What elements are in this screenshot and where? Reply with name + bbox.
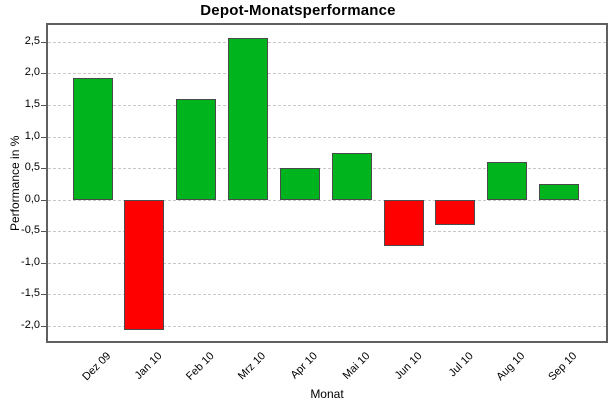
bar-mai-10 bbox=[331, 153, 372, 200]
y-tick-label: -2,0 bbox=[21, 318, 40, 331]
x-tick-label: Jul 10 bbox=[446, 350, 476, 380]
chart-title: Depot-Monatsperformance bbox=[200, 2, 396, 19]
x-tick-label: Mrz 10 bbox=[236, 350, 269, 383]
y-axis-tick bbox=[41, 325, 46, 327]
x-tick-label: Apr 10 bbox=[288, 350, 321, 382]
x-tick-label: Jan 10 bbox=[132, 350, 165, 382]
x-tick-label: Sep 10 bbox=[546, 350, 580, 384]
y-tick-label: 2,0 bbox=[24, 66, 40, 79]
bar-jul-10 bbox=[435, 199, 476, 225]
y-tick-label: -0,5 bbox=[21, 224, 40, 237]
x-tick-label: Aug 10 bbox=[494, 350, 528, 384]
y-tick-label: 1,0 bbox=[24, 129, 40, 142]
y-tick-label: -1,0 bbox=[21, 255, 40, 268]
y-axis-tick bbox=[41, 231, 46, 233]
bar-mrz-10 bbox=[228, 37, 269, 200]
gridline bbox=[48, 168, 606, 170]
gridline bbox=[48, 105, 606, 107]
x-axis-title: Monat bbox=[310, 387, 344, 401]
bar-dez-09 bbox=[72, 77, 113, 200]
x-tick-label: Jun 10 bbox=[392, 350, 425, 382]
gridline bbox=[48, 73, 606, 75]
y-axis-tick bbox=[41, 136, 46, 138]
y-axis-tick bbox=[41, 262, 46, 264]
y-axis-tick bbox=[41, 168, 46, 170]
gridline bbox=[48, 136, 606, 138]
gridline bbox=[48, 41, 606, 43]
x-tick-label: Mai 10 bbox=[340, 350, 373, 382]
bar-feb-10 bbox=[176, 99, 217, 200]
bar-jun-10 bbox=[383, 199, 424, 246]
gridline bbox=[48, 199, 606, 201]
y-axis-tick bbox=[41, 73, 46, 75]
y-tick-label: 2,5 bbox=[24, 34, 40, 47]
x-tick-label: Dez 09 bbox=[79, 350, 113, 384]
gridline bbox=[48, 262, 606, 264]
gridline bbox=[48, 231, 606, 233]
y-axis-tick bbox=[41, 105, 46, 107]
gridline bbox=[48, 294, 606, 296]
y-tick-label: 1,5 bbox=[24, 98, 40, 111]
bar-aug-10 bbox=[487, 161, 528, 200]
y-axis-tick bbox=[41, 199, 46, 201]
y-tick-label: 0,0 bbox=[24, 192, 40, 205]
gridline bbox=[48, 325, 606, 327]
y-tick-label: 0,5 bbox=[24, 161, 40, 174]
bar-sep-10 bbox=[539, 183, 580, 200]
y-axis-tick bbox=[41, 294, 46, 296]
bar-apr-10 bbox=[279, 168, 320, 200]
y-axis-tick bbox=[41, 41, 46, 43]
bar-jan-10 bbox=[124, 199, 165, 331]
x-tick-label: Feb 10 bbox=[183, 350, 217, 383]
plot-area bbox=[46, 23, 608, 343]
y-tick-label: -1,5 bbox=[21, 287, 40, 300]
